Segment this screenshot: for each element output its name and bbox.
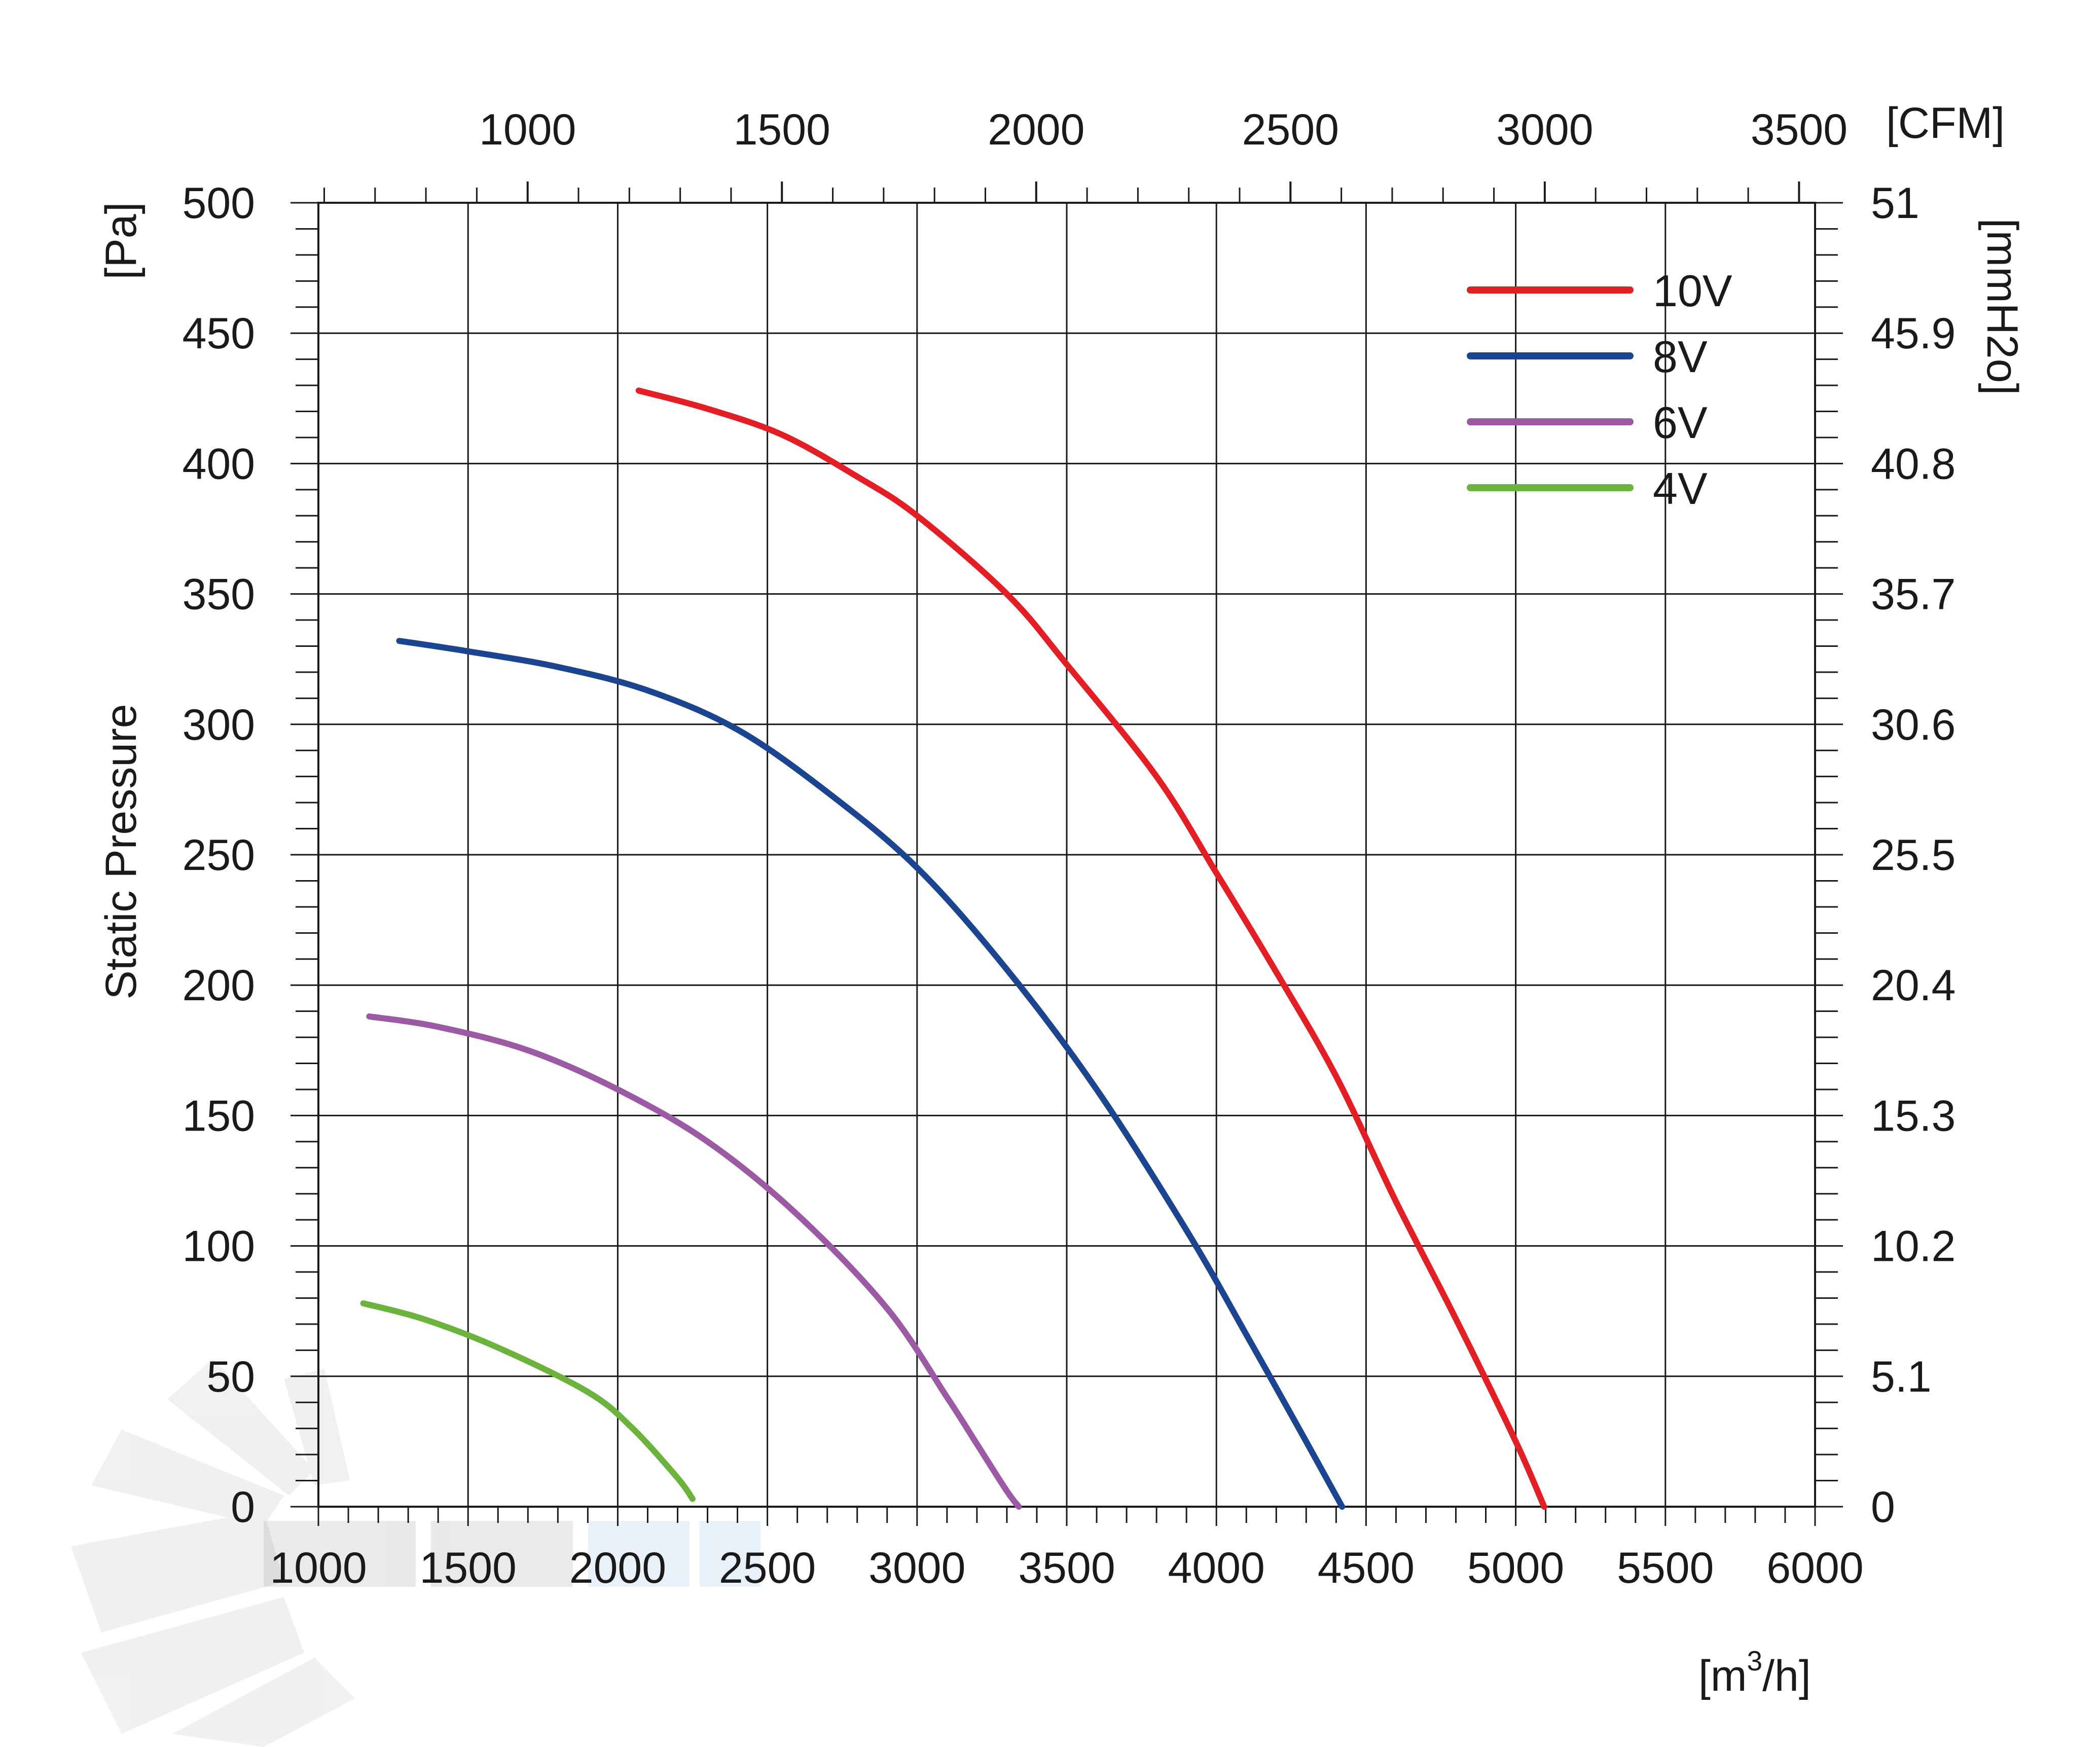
- y-tick-label-100: 100: [183, 1222, 256, 1271]
- top-tick-label-2000: 2000: [988, 105, 1084, 154]
- right-axis-unit: [mmH2o]: [1978, 219, 2026, 395]
- y-axis-unit: [Pa]: [97, 202, 146, 280]
- right-tick-label-100: 10.2: [1871, 1222, 1956, 1271]
- top-tick-label-1500: 1500: [734, 105, 830, 154]
- y-tick-label-350: 350: [183, 570, 256, 619]
- right-tick-label-250: 25.5: [1871, 831, 1956, 880]
- x-axis-unit-tail: /h]: [1762, 1652, 1811, 1700]
- right-tick-label-0: 0: [1871, 1483, 1895, 1532]
- right-tick-label-50: 5.1: [1871, 1353, 1932, 1401]
- x-tick-label-3000: 3000: [868, 1544, 965, 1592]
- x-axis-unit: [m3/h]: [1698, 1645, 1811, 1700]
- axis-ticks: [291, 181, 1843, 1526]
- x-tick-label-4500: 4500: [1318, 1544, 1415, 1592]
- series-line-6v: [366, 1013, 1022, 1510]
- series-curves: [360, 387, 1547, 1510]
- legend-label-10v: 10V: [1653, 266, 1732, 316]
- x-tick-label-4000: 4000: [1168, 1544, 1265, 1592]
- x-tick-label-2500: 2500: [719, 1544, 816, 1592]
- x-tick-label-1500: 1500: [420, 1544, 517, 1592]
- right-tick-label-350: 35.7: [1871, 570, 1956, 619]
- x-tick-label-2000: 2000: [569, 1544, 666, 1592]
- plot-frame: [317, 202, 1816, 1508]
- x-axis-unit-sup: 3: [1747, 1645, 1763, 1677]
- x-tick-label-5000: 5000: [1467, 1544, 1564, 1592]
- top-axis-unit: [CFM]: [1886, 99, 2005, 148]
- legend-box: [1372, 205, 1813, 592]
- right-tick-label-300: 30.6: [1871, 701, 1956, 749]
- legend: 10V 8V 6V 4V: [1467, 266, 1732, 514]
- y-tick-label-200: 200: [183, 961, 256, 1010]
- series-line-4v: [360, 1300, 696, 1502]
- y-tick-label-500: 500: [183, 179, 256, 228]
- top-tick-label-1000: 1000: [479, 105, 576, 154]
- y-tick-label-150: 150: [183, 1091, 256, 1140]
- legend-label-8v: 8V: [1653, 332, 1708, 382]
- y-axis-title: Static Pressure: [97, 704, 146, 999]
- y-tick-label-300: 300: [183, 701, 256, 749]
- watermark-brand: [264, 1521, 761, 1587]
- fan-watermark-logo: [71, 1359, 355, 1747]
- top-tick-label-3500: 3500: [1751, 105, 1848, 154]
- y-tick-label-250: 250: [183, 831, 256, 880]
- legend-label-4v: 4V: [1653, 463, 1708, 514]
- y-tick-label-400: 400: [183, 440, 256, 488]
- right-tick-label-450: 45.9: [1871, 309, 1956, 358]
- right-tick-label-500: 51: [1871, 179, 1920, 228]
- top-tick-label-3000: 3000: [1496, 105, 1593, 154]
- x-axis-unit-base: [m: [1698, 1652, 1747, 1700]
- x-tick-label-6000: 6000: [1766, 1544, 1863, 1592]
- x-tick-label-1000: 1000: [270, 1544, 367, 1592]
- series-line-10v: [635, 387, 1547, 1510]
- legend-backdrop: [1372, 205, 1813, 592]
- legend-label-6v: 6V: [1653, 397, 1708, 448]
- x-tick-label-3500: 3500: [1018, 1544, 1115, 1592]
- y-tick-label-450: 450: [183, 309, 256, 358]
- tick-labels: 1000 1500 2000 2500 3000 3500 4000 4500 5000 5500…: [183, 105, 1956, 1592]
- y-tick-label-50: 50: [206, 1353, 255, 1401]
- series-line-8v: [396, 638, 1346, 1510]
- top-tick-label-2500: 2500: [1242, 105, 1339, 154]
- right-tick-label-400: 40.8: [1871, 440, 1956, 488]
- right-tick-label-150: 15.3: [1871, 1091, 1956, 1140]
- y-tick-label-0: 0: [231, 1483, 255, 1532]
- x-tick-label-5500: 5500: [1617, 1544, 1714, 1592]
- right-tick-label-200: 20.4: [1871, 961, 1956, 1010]
